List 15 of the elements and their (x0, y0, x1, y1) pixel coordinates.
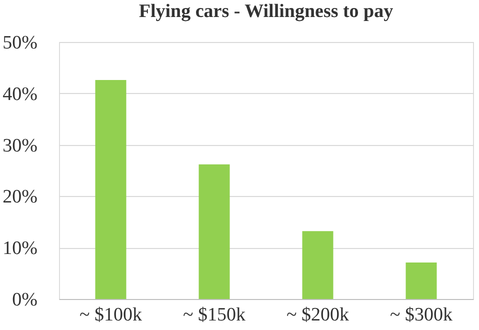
bar (95, 80, 126, 299)
chart-title: Flying cars - Willingness to pay (138, 1, 394, 22)
x-tick-label: ~ $150k (182, 304, 246, 326)
y-tick-label: 50% (2, 32, 38, 54)
y-tick-label: 0% (12, 290, 38, 310)
y-tick-label: 10% (2, 238, 38, 260)
bar (198, 164, 230, 299)
y-tick-label: 20% (2, 186, 38, 208)
x-tick-label: ~ $300k (390, 304, 454, 326)
bar (302, 231, 334, 299)
y-tick-label: 40% (2, 84, 38, 105)
y-tick-label: 30% (2, 135, 38, 156)
x-tick-label: ~ $100k (79, 304, 143, 326)
x-tick-label: ~ $200k (286, 304, 350, 326)
bar (406, 262, 437, 299)
